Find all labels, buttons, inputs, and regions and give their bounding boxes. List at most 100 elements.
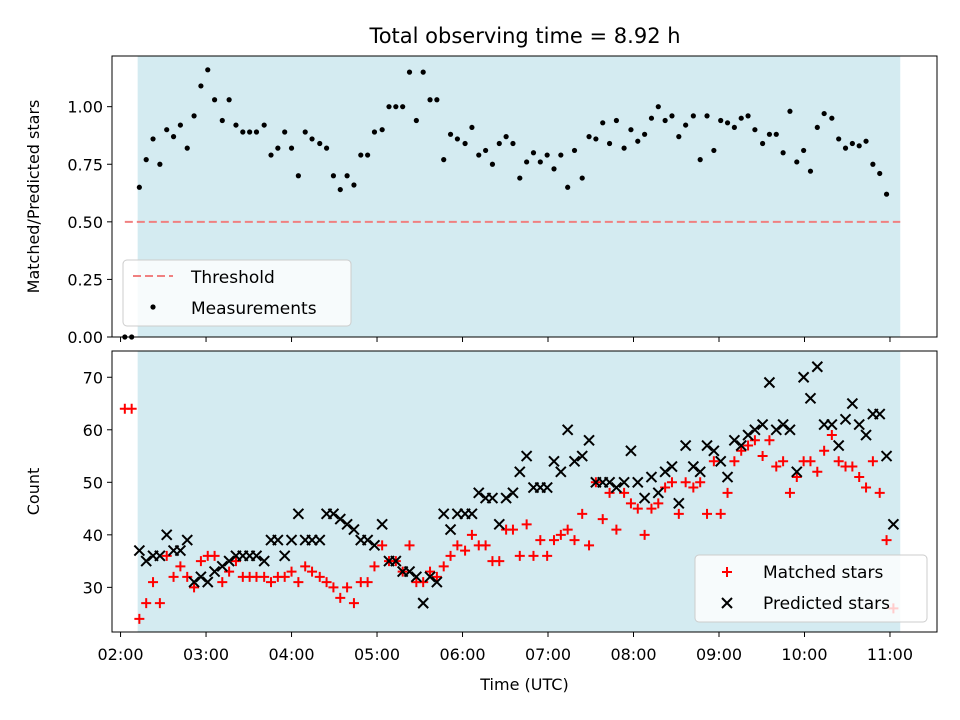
measurement-point xyxy=(253,129,260,135)
predicted-star-marker xyxy=(555,466,567,478)
matched-star-marker xyxy=(695,477,706,488)
measurement-point xyxy=(483,147,489,154)
measurement-point xyxy=(489,161,496,167)
matched-star-marker xyxy=(335,592,346,603)
measurement-point xyxy=(351,182,357,188)
x-tick-label: 04:00 xyxy=(268,645,314,664)
matched-star-marker xyxy=(632,503,643,514)
measurement-point xyxy=(718,117,724,124)
measurement-point xyxy=(558,152,564,158)
measurement-point xyxy=(821,110,827,117)
predicted-star-marker xyxy=(687,460,700,473)
measurement-point xyxy=(323,145,330,151)
measurement-point xyxy=(642,131,648,137)
predicted-star-marker xyxy=(541,481,553,494)
predicted-star-marker xyxy=(568,455,581,468)
predicted-star-marker xyxy=(195,571,207,583)
matched-star-marker xyxy=(673,508,684,519)
measurement-point xyxy=(247,129,253,135)
matched-star-marker xyxy=(514,550,525,561)
predicted-star-marker xyxy=(576,450,588,462)
measurement-point xyxy=(586,134,592,140)
measurement-point xyxy=(219,117,225,124)
plot-frame xyxy=(111,350,938,633)
predicted-star-marker xyxy=(548,455,560,468)
legend-measurements-label: Measurements xyxy=(191,299,317,319)
measurement-point xyxy=(600,120,606,126)
matched-star-marker xyxy=(494,556,505,567)
matched-star-marker xyxy=(555,529,566,540)
predicted-star-marker xyxy=(797,371,810,383)
measurement-point xyxy=(621,145,627,151)
predicted-star-marker xyxy=(625,445,637,457)
measurement-point xyxy=(579,175,585,181)
predicted-star-marker xyxy=(784,424,796,436)
predicted-star-marker xyxy=(431,576,443,588)
predicted-star-marker xyxy=(714,455,727,468)
predicted-star-marker xyxy=(853,418,865,431)
predicted-star-marker xyxy=(721,471,734,483)
matched-star-marker xyxy=(314,571,325,582)
measurement-point xyxy=(198,83,204,89)
measurement-point xyxy=(738,115,744,121)
matched-star-marker xyxy=(217,577,228,588)
matched-star-marker xyxy=(445,550,456,561)
matched-star-marker xyxy=(300,561,311,572)
predicted-star-marker xyxy=(839,413,852,425)
predicted-star-marker xyxy=(403,565,416,578)
predicted-star-marker xyxy=(880,450,893,462)
y-axis-label: Matched/Predicted stars xyxy=(24,100,43,294)
measurement-point xyxy=(379,127,385,133)
measurement-point xyxy=(170,134,177,140)
predicted-star-marker xyxy=(376,518,388,531)
predicted-star-marker xyxy=(860,429,872,441)
predicted-star-marker xyxy=(361,534,374,546)
matched-star-marker xyxy=(749,435,760,446)
predicted-star-marker xyxy=(314,534,326,546)
matched-star-marker xyxy=(279,571,290,582)
legend-predicted-swatch xyxy=(721,597,733,609)
y-tick-label: 40 xyxy=(83,526,103,545)
matched-star-marker xyxy=(126,403,137,414)
matched-star-marker xyxy=(666,477,677,488)
matched-star-marker xyxy=(266,577,277,588)
matched-star-marker xyxy=(182,571,193,582)
measurement-point xyxy=(427,97,433,103)
predicted-star-marker xyxy=(438,508,450,520)
matched-star-marker xyxy=(611,524,622,535)
measurement-point xyxy=(635,138,641,144)
matched-star-marker xyxy=(874,487,885,498)
measurement-point xyxy=(829,115,835,121)
measurement-point xyxy=(524,159,530,165)
measurement-point xyxy=(344,173,350,179)
y-tick-label: 0.50 xyxy=(67,213,103,232)
matched-star-marker xyxy=(854,472,865,483)
y-tick-label: 0.75 xyxy=(67,155,103,174)
legend-threshold-label: Threshold xyxy=(190,268,275,288)
matched-star-marker xyxy=(259,571,270,582)
predicted-star-marker xyxy=(272,534,284,546)
measurement-point xyxy=(766,131,773,137)
predicted-star-marker xyxy=(742,429,754,441)
predicted-star-marker xyxy=(756,418,769,431)
predicted-star-marker xyxy=(334,513,346,525)
measurement-point xyxy=(731,124,737,131)
measurement-point xyxy=(690,113,696,119)
matched-star-marker xyxy=(224,566,235,577)
matched-star-marker xyxy=(867,456,878,467)
measurement-point xyxy=(669,113,675,119)
measurement-point xyxy=(268,152,274,158)
matched-star-marker xyxy=(743,440,754,451)
matched-star-marker xyxy=(141,598,152,609)
x-tick-label: 09:00 xyxy=(696,645,742,664)
ratio-panel: 0.00 0.25 0.50 0.75 1.00 Matched/Predicted st… xyxy=(24,55,938,347)
matched-star-marker xyxy=(362,577,373,588)
predicted-star-marker xyxy=(618,476,630,489)
measurement-point xyxy=(704,113,710,119)
measurement-point xyxy=(628,127,634,133)
y-tick-label: 0.25 xyxy=(67,270,103,289)
predicted-star-marker xyxy=(417,597,429,609)
predicted-star-marker xyxy=(444,523,457,536)
measurement-point xyxy=(510,140,516,147)
